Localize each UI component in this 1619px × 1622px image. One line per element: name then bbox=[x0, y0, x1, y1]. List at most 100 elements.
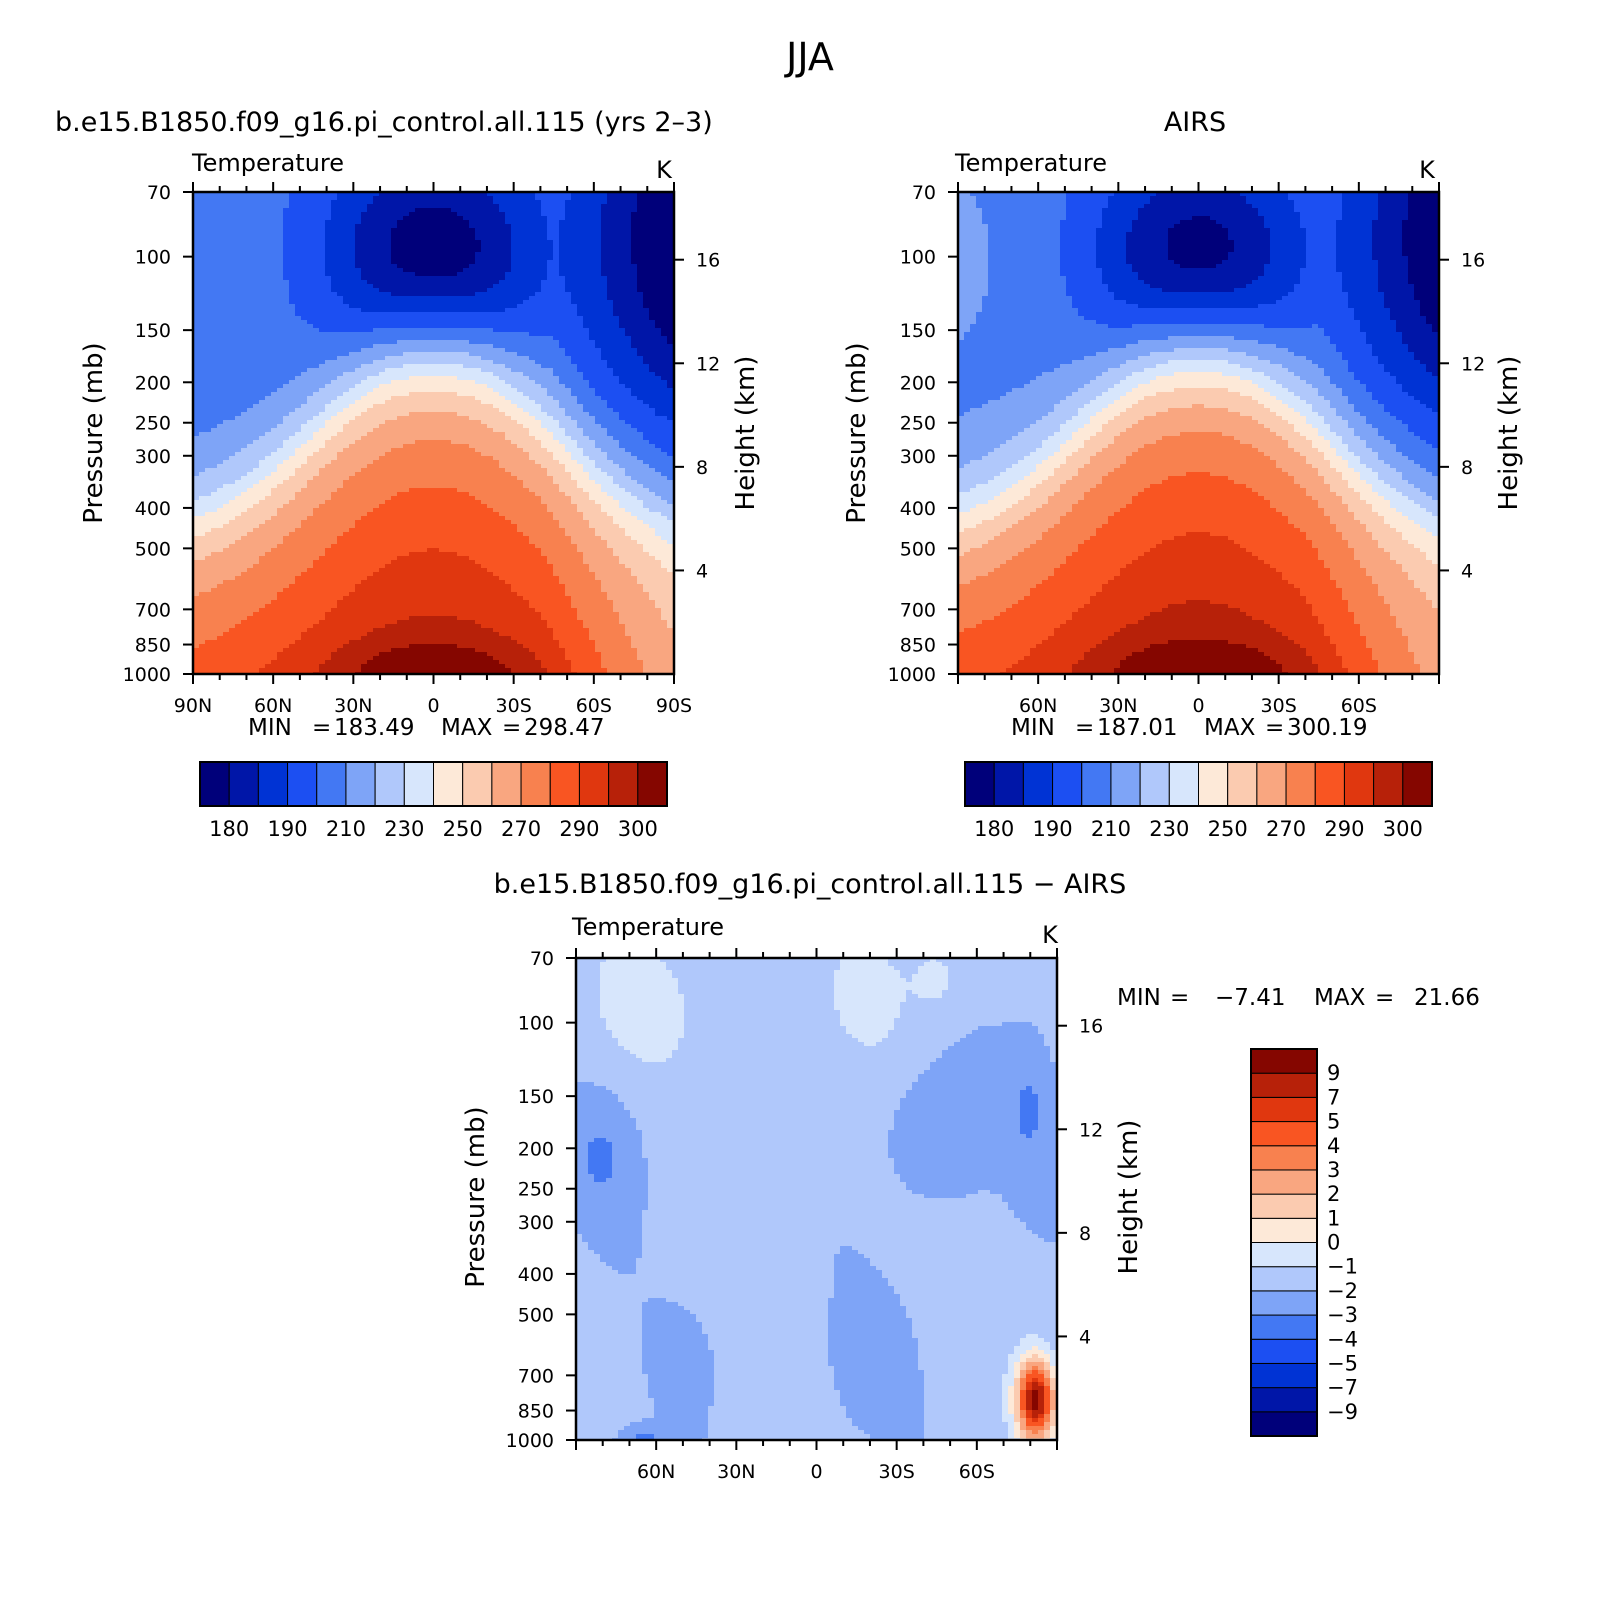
contour-cell bbox=[613, 308, 620, 313]
contour-cell bbox=[655, 388, 662, 393]
contour-cell bbox=[511, 404, 518, 409]
contour-cell bbox=[205, 416, 212, 421]
contour-cell bbox=[463, 288, 470, 293]
contour-cell bbox=[577, 296, 584, 301]
contour-cell bbox=[493, 384, 500, 389]
contour-cell bbox=[631, 380, 638, 385]
contour-cell bbox=[301, 236, 308, 241]
contour-cell bbox=[247, 256, 254, 261]
contour-cell bbox=[415, 332, 422, 337]
contour-cell bbox=[397, 236, 404, 241]
contour-cell bbox=[535, 316, 542, 321]
contour-cell bbox=[277, 316, 284, 321]
contour-cell bbox=[409, 240, 416, 245]
contour-cell bbox=[643, 252, 650, 257]
contour-cell bbox=[457, 428, 464, 433]
contour-cell bbox=[265, 372, 272, 377]
contour-cell bbox=[415, 296, 422, 301]
contour-cell bbox=[481, 396, 488, 401]
contour-cell bbox=[619, 356, 626, 361]
contour-cell bbox=[391, 260, 398, 265]
contour-cell bbox=[337, 300, 344, 305]
contour-cell bbox=[307, 220, 314, 225]
contour-cell bbox=[583, 272, 590, 277]
contour-cell bbox=[643, 224, 650, 229]
contour-cell bbox=[493, 200, 500, 205]
contour-cell bbox=[199, 344, 206, 349]
contour-cell bbox=[523, 256, 530, 261]
contour-cell bbox=[325, 388, 332, 393]
contour-cell bbox=[301, 224, 308, 229]
contour-cell bbox=[421, 296, 428, 301]
contour-cell bbox=[415, 244, 422, 249]
contour-cell bbox=[631, 424, 638, 429]
contour-cell bbox=[649, 304, 656, 309]
contour-cell bbox=[625, 276, 632, 281]
contour-cell bbox=[637, 344, 644, 349]
contour-cell bbox=[397, 288, 404, 293]
contour-cell bbox=[511, 376, 518, 381]
contour-cell bbox=[355, 428, 362, 433]
contour-cell bbox=[439, 252, 446, 257]
contour-cell bbox=[283, 236, 290, 241]
contour-cell bbox=[625, 328, 632, 333]
contour-cell bbox=[421, 356, 428, 361]
contour-cell bbox=[289, 304, 296, 309]
contour-cell bbox=[469, 264, 476, 269]
contour-cell bbox=[505, 364, 512, 369]
contour-cell bbox=[571, 272, 578, 277]
contour-cell bbox=[655, 432, 662, 437]
contour-cell bbox=[379, 420, 386, 425]
contour-cell bbox=[619, 324, 626, 329]
contour-cell bbox=[541, 288, 548, 293]
contour-cell bbox=[559, 208, 566, 213]
contour-cell bbox=[385, 272, 392, 277]
contour-cell bbox=[481, 436, 488, 441]
contour-cell bbox=[439, 356, 446, 361]
contour-cell bbox=[253, 420, 260, 425]
contour-cell bbox=[619, 264, 626, 269]
contour-cell bbox=[277, 376, 284, 381]
contour-cell bbox=[337, 416, 344, 421]
contour-cell bbox=[415, 436, 422, 441]
contour-cell bbox=[613, 392, 620, 397]
contour-cell bbox=[349, 380, 356, 385]
contour-cell bbox=[343, 280, 350, 285]
contour-cell bbox=[337, 200, 344, 205]
contour-cell bbox=[577, 264, 584, 269]
contour-cell bbox=[649, 236, 656, 241]
contour-cell bbox=[619, 268, 626, 273]
contour-cell bbox=[259, 404, 266, 409]
contour-cell bbox=[523, 268, 530, 273]
contour-cell bbox=[637, 220, 644, 225]
contour-cell bbox=[301, 300, 308, 305]
contour-cell bbox=[325, 436, 332, 441]
contour-cell bbox=[589, 380, 596, 385]
contour-cell bbox=[277, 352, 284, 357]
contour-cell bbox=[433, 348, 440, 353]
contour-cell bbox=[637, 424, 644, 429]
contour-cell bbox=[661, 292, 668, 297]
contour-cell bbox=[379, 204, 386, 209]
contour-cell bbox=[223, 216, 230, 221]
contour-cell bbox=[613, 236, 620, 241]
contour-cell bbox=[217, 320, 224, 325]
contour-cell bbox=[397, 284, 404, 289]
contour-cell bbox=[391, 296, 398, 301]
contour-cell bbox=[295, 212, 302, 217]
contour-cell bbox=[589, 312, 596, 317]
contour-cell bbox=[247, 284, 254, 289]
contour-cell bbox=[649, 232, 656, 237]
contour-cell bbox=[385, 400, 392, 405]
contour-cell bbox=[481, 336, 488, 341]
contour-cell bbox=[553, 388, 560, 393]
contour-cell bbox=[577, 344, 584, 349]
contour-cell bbox=[487, 288, 494, 293]
contour-cell bbox=[457, 212, 464, 217]
contour-cell bbox=[439, 264, 446, 269]
contour-cell bbox=[529, 368, 536, 373]
contour-cell bbox=[307, 360, 314, 365]
contour-cell bbox=[349, 272, 356, 277]
contour-cell bbox=[271, 376, 278, 381]
contour-cell bbox=[313, 212, 320, 217]
